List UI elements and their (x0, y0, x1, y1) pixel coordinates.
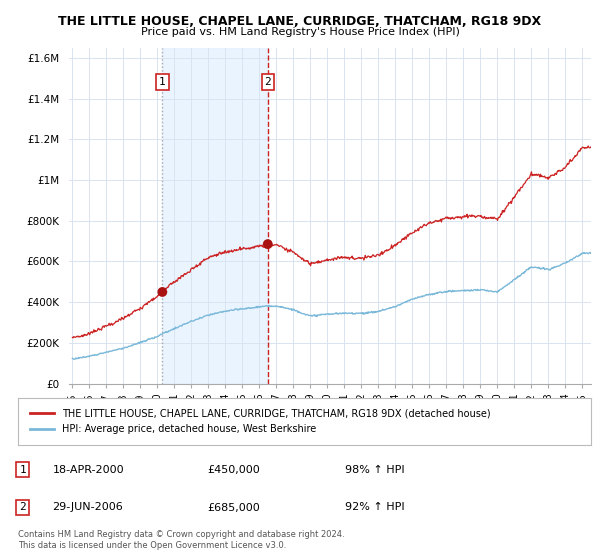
Text: 29-JUN-2006: 29-JUN-2006 (52, 502, 123, 512)
Point (263, 240, 272, 249)
Text: THE LITTLE HOUSE, CHAPEL LANE, CURRIDGE, THATCHAM, RG18 9DX: THE LITTLE HOUSE, CHAPEL LANE, CURRIDGE,… (58, 15, 542, 28)
Text: Contains HM Land Registry data © Crown copyright and database right 2024.
This d: Contains HM Land Registry data © Crown c… (18, 530, 344, 550)
Text: 2: 2 (19, 502, 26, 512)
Legend: THE LITTLE HOUSE, CHAPEL LANE, CURRIDGE, THATCHAM, RG18 9DX (detached house), HP: THE LITTLE HOUSE, CHAPEL LANE, CURRIDGE,… (26, 404, 494, 438)
Point (158, 287, 167, 296)
Text: 18-APR-2000: 18-APR-2000 (52, 465, 124, 475)
Text: £685,000: £685,000 (207, 502, 260, 512)
Bar (163, 48, 268, 384)
Text: Price paid vs. HM Land Registry's House Price Index (HPI): Price paid vs. HM Land Registry's House … (140, 27, 460, 37)
Text: 98% ↑ HPI: 98% ↑ HPI (344, 465, 404, 475)
Text: 2: 2 (265, 77, 271, 87)
Text: £450,000: £450,000 (207, 465, 260, 475)
Text: 1: 1 (19, 465, 26, 475)
Text: 1: 1 (159, 77, 166, 87)
Text: 92% ↑ HPI: 92% ↑ HPI (344, 502, 404, 512)
